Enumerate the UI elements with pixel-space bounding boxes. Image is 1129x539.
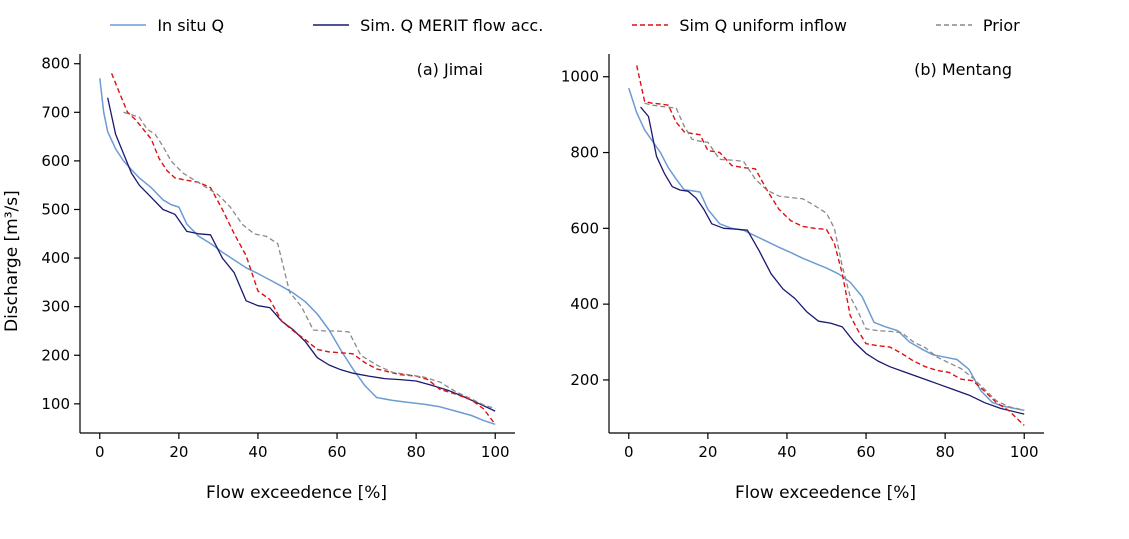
svg-text:100: 100: [1010, 443, 1039, 461]
svg-text:600: 600: [41, 152, 70, 170]
svg-text:100: 100: [481, 443, 510, 461]
y-axis-spacer-mentang: [529, 44, 553, 479]
svg-text:40: 40: [777, 443, 796, 461]
legend-label: Prior: [982, 15, 1020, 35]
legend-item-sim-q-uniform: Sim Q uniform inflow: [631, 16, 847, 35]
svg-text:80: 80: [936, 443, 955, 461]
svg-text:100: 100: [41, 395, 70, 413]
legend-label: In situ Q: [157, 15, 225, 35]
legend-line-sample-uniform: [632, 24, 669, 26]
svg-text:200: 200: [41, 346, 70, 364]
panel-title-jimai: (a) Jimai: [416, 60, 483, 79]
legend-label: Sim Q uniform inflow: [679, 15, 847, 35]
svg-text:80: 80: [407, 443, 426, 461]
legend-item-prior: Prior: [935, 16, 1020, 35]
svg-text:800: 800: [41, 55, 70, 73]
legend-item-insitu-q: In situ Q: [109, 16, 224, 35]
legend-line-sample-prior: [935, 24, 972, 26]
svg-text:20: 20: [698, 443, 717, 461]
legend-label: Sim. Q MERIT flow acc.: [360, 15, 544, 35]
chart-mentang: 200 400 600 800 1000 0 20 40 60 80 100: [561, 54, 1044, 461]
svg-text:600: 600: [570, 219, 599, 237]
x-axis-label-mentang: Flow exceedence [%]: [734, 483, 917, 503]
svg-text:200: 200: [570, 371, 599, 389]
panel-jimai: Discharge [m³/s] 100 200 300 400 500 600 700 80…: [0, 42, 529, 503]
x-axis-label-jimai: Flow exceedence [%]: [205, 483, 388, 503]
legend-line-sample-merit: [313, 24, 350, 26]
svg-text:800: 800: [570, 144, 599, 162]
svg-text:1000: 1000: [561, 68, 599, 86]
panel-title-mentang: (b) Mentang: [914, 60, 1012, 79]
svg-text:700: 700: [41, 103, 70, 121]
legend-line-sample-insitu: [110, 24, 147, 26]
svg-text:40: 40: [248, 443, 267, 461]
y-axis-label-jimai: Discharge [m³/s]: [2, 190, 22, 333]
panel-mentang: 200 400 600 800 1000 0 20 40 60 80 100 (b) Mentang…: [529, 42, 1058, 503]
svg-text:60: 60: [327, 443, 346, 461]
svg-text:0: 0: [624, 443, 634, 461]
panels-row: Discharge [m³/s] 100 200 300 400 500 600 700 80…: [0, 42, 1129, 503]
svg-text:300: 300: [41, 298, 70, 316]
svg-text:500: 500: [41, 200, 70, 218]
svg-text:60: 60: [856, 443, 875, 461]
svg-text:0: 0: [95, 443, 105, 461]
svg-text:20: 20: [169, 443, 188, 461]
legend-item-sim-q-merit: Sim. Q MERIT flow acc.: [312, 16, 543, 35]
legend: In situ Q Sim. Q MERIT flow acc. Sim Q u…: [0, 0, 1129, 40]
svg-text:400: 400: [570, 295, 599, 313]
chart-jimai: 100 200 300 400 500 600 700 800 0 20 40 60 80 100: [41, 54, 515, 461]
svg-text:400: 400: [41, 249, 70, 267]
